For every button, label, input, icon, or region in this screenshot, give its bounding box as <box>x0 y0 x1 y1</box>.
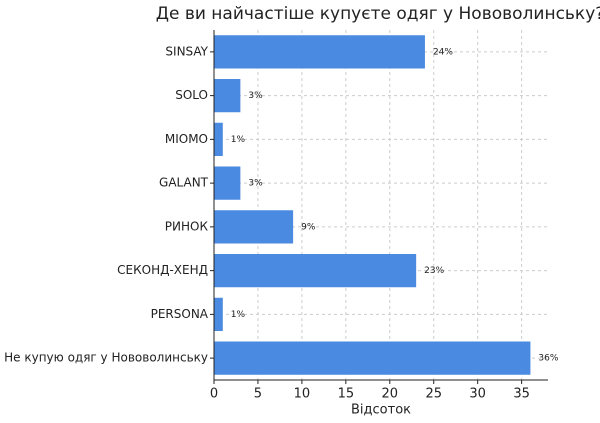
x-tick-label: 15 <box>338 387 355 402</box>
y-tick-label: СЕКОНД-ХЕНД <box>117 263 208 277</box>
value-label: 36% <box>538 354 558 364</box>
x-axis-label: Відсоток <box>351 403 411 418</box>
y-tick-label: РИНОК <box>165 219 209 233</box>
bar <box>214 297 223 331</box>
y-tick-label: SINSAY <box>165 44 208 58</box>
bar <box>214 254 417 288</box>
y-tick-label: MIOMO <box>165 132 208 146</box>
x-tick-label: 20 <box>382 387 399 402</box>
y-tick-label: PERSONA <box>151 307 209 321</box>
x-tick-label: 0 <box>210 387 218 402</box>
value-label: 3% <box>248 179 263 189</box>
y-tick-label: Не купую одяг у Нововолинську <box>4 351 208 365</box>
bar <box>214 122 223 156</box>
bar <box>214 79 241 113</box>
x-tick-label: 25 <box>425 387 442 402</box>
x-tick-label: 10 <box>294 387 311 402</box>
value-label: 24% <box>433 47 453 57</box>
y-tick-label: GALANT <box>159 176 209 190</box>
value-label: 1% <box>231 310 246 320</box>
value-label: 23% <box>424 266 444 276</box>
bar <box>214 341 531 375</box>
bar <box>214 210 294 244</box>
chart-title: Де ви найчастіше купуєте одяг у Нововоли… <box>156 4 600 24</box>
y-tick-label: SOLO <box>175 88 208 102</box>
x-tick-label: 35 <box>513 387 530 402</box>
bar <box>214 166 241 200</box>
value-label: 3% <box>248 91 263 101</box>
value-label: 9% <box>301 222 316 232</box>
value-label: 1% <box>231 135 246 145</box>
x-tick-label: 30 <box>469 387 486 402</box>
bar <box>214 35 425 69</box>
x-tick-label: 5 <box>254 387 262 402</box>
